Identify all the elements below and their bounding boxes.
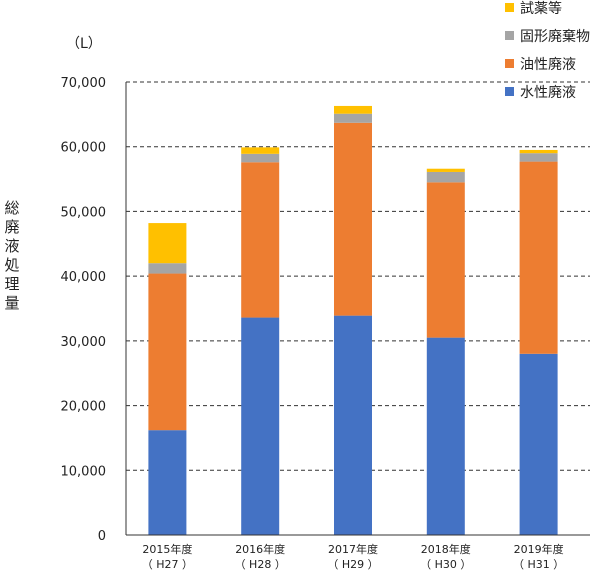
y-tick-label: 40,000 — [61, 270, 107, 285]
bar-segment — [426, 168, 465, 172]
y-tick-label: 30,000 — [61, 335, 107, 350]
x-tick-label: 2017年度 — [328, 542, 378, 556]
y-tick-label: 20,000 — [61, 400, 107, 415]
legend-swatch — [505, 59, 514, 68]
bar-segment — [519, 161, 558, 354]
legend-label: 油性廃液 — [520, 56, 576, 73]
y-axis-title-char: 理 — [4, 275, 19, 293]
bars — [148, 105, 558, 535]
bar-segment — [426, 182, 465, 338]
y-axis-title-char: 液 — [4, 237, 19, 255]
bar-segment — [334, 315, 372, 535]
bar-segment — [519, 149, 558, 154]
bar-segment — [241, 162, 280, 318]
bar-segment — [241, 153, 280, 163]
x-tick-labels: 2015年度 （ H27 ） 2016年度 （ H28 ） 2017年度 （ H29 ） 2… — [142, 542, 564, 571]
legend-swatch — [505, 87, 514, 96]
x-tick-label: 2019年度 — [514, 542, 564, 556]
bar-segment — [148, 430, 187, 535]
bar-segment — [241, 317, 280, 535]
x-tick-label: （ H28 ） — [235, 558, 286, 571]
legend-swatch — [505, 3, 514, 12]
x-tick-label: 2018年度 — [421, 542, 471, 556]
x-tick-label: 2015年度 — [142, 542, 192, 556]
y-axis-title-char: 量 — [4, 294, 19, 312]
bar-segment — [148, 263, 187, 274]
x-tick-label: （ H29 ） — [327, 558, 378, 571]
y-axis-title-char: 総 — [4, 199, 19, 217]
bar-segment — [241, 147, 280, 154]
y-axis-title-char: 処 — [4, 256, 19, 274]
y-tick-label: 70,000 — [61, 76, 107, 91]
x-tick-label: （ H30 ） — [420, 558, 471, 571]
bar-segment — [426, 171, 465, 183]
bar-segment — [334, 113, 372, 123]
y-tick-label: 0 — [98, 529, 106, 544]
legend-label: 固形廃棄物 — [520, 28, 590, 45]
bar-segment — [148, 273, 187, 431]
y-tick-labels: 0 10,000 20,000 30,000 40,000 50,000 60,000 70,… — [61, 76, 107, 544]
legend-label: 試薬等 — [520, 0, 562, 17]
bar-segment — [426, 337, 465, 535]
y-tick-label: 10,000 — [61, 464, 107, 479]
axes — [125, 82, 590, 536]
bar-segment — [334, 105, 372, 114]
legend-label: 水性廃液 — [520, 84, 576, 101]
y-tick-label: 60,000 — [61, 141, 107, 156]
x-tick-label: （ H27 ） — [142, 558, 193, 571]
x-tick-label: 2016年度 — [235, 542, 285, 556]
y-axis-title-char: 廃 — [4, 218, 19, 236]
bar-segment — [519, 153, 558, 162]
x-tick-label: （ H31 ） — [513, 558, 564, 571]
bar-segment — [334, 122, 372, 316]
y-tick-label: 50,000 — [61, 205, 107, 220]
y-unit-label: （L） — [66, 36, 102, 52]
bar-segment — [148, 223, 187, 264]
bar-segment — [519, 353, 558, 535]
legend-swatch — [505, 31, 514, 40]
